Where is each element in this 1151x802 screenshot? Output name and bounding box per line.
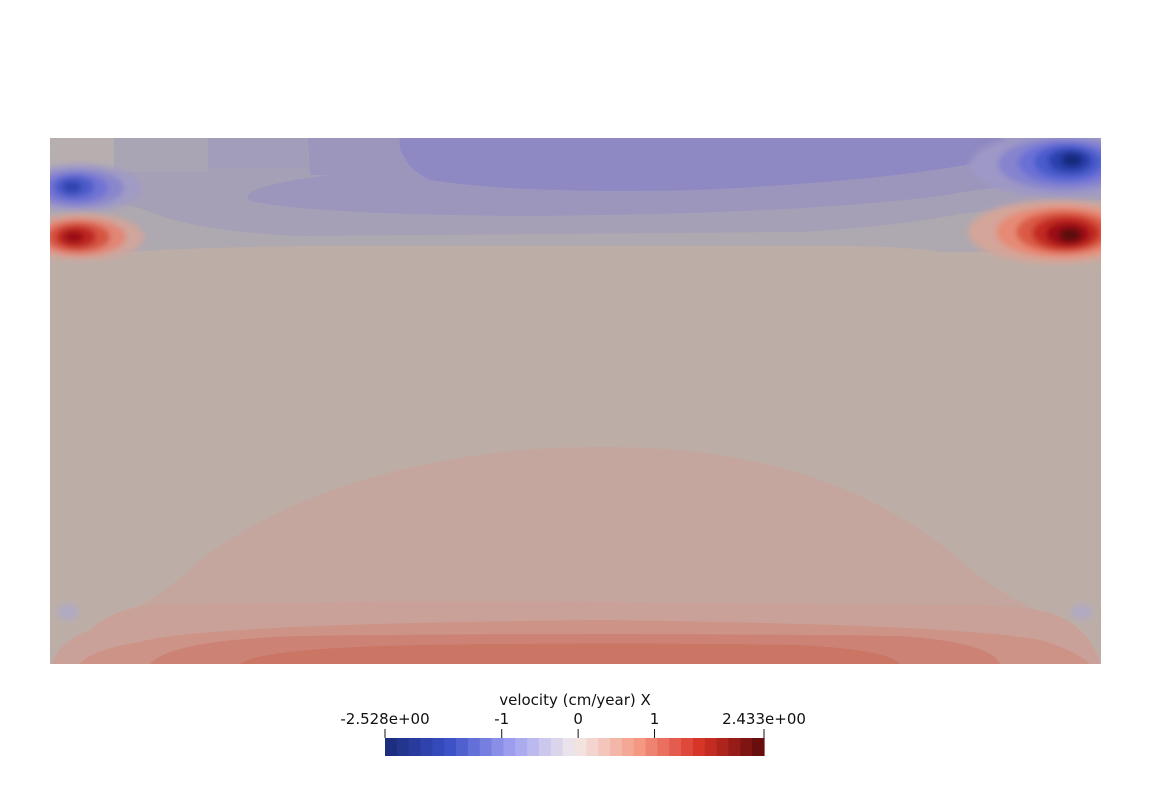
colorbar-swatch: [408, 738, 422, 756]
top-left-negative-vortex: [50, 164, 142, 212]
top-left-step-3: [208, 138, 308, 168]
colorbar-swatch: [752, 738, 765, 756]
colorbar-swatch: [728, 738, 741, 756]
top-right-negative-vortex: [970, 138, 1101, 197]
bottom-right-spot: [1071, 604, 1093, 620]
colorbar-swatch: [491, 738, 505, 756]
colorbar-tick-label: -1: [494, 710, 509, 728]
colorbar-swatch: [456, 738, 469, 756]
colorbar-swatch: [503, 738, 516, 756]
colorbar-swatch: [527, 738, 540, 756]
colorbar-swatch: [740, 738, 753, 756]
colorbar-swatch: [598, 738, 611, 756]
colorbar-tick-label: 1: [650, 710, 660, 728]
colorbar-swatch: [479, 738, 493, 756]
upper-band-core: [399, 138, 1013, 191]
colorbar-swatch: [385, 738, 398, 756]
colorbar-max-tick-label: 2.433e+00: [722, 710, 806, 728]
field-domain: [50, 138, 1101, 664]
bottom-left-spot: [57, 604, 79, 620]
colorbar: velocity (cm/year) X -2.528e+00 -1 0 1 2.433…: [340, 691, 806, 756]
colorbar-swatch: [681, 738, 694, 756]
colorbar-min-tick-label: -2.528e+00: [340, 710, 429, 728]
colorbar-swatch: [586, 738, 599, 756]
colorbar-swatch: [692, 738, 706, 756]
colorbar-swatch: [716, 738, 730, 756]
colorbar-ticks: -2.528e+00 -1 0 1 2.433e+00: [340, 710, 806, 738]
colorbar-title: velocity (cm/year) X: [499, 691, 651, 709]
colorbar-swatch: [621, 738, 635, 756]
bottom-band-4: [240, 643, 900, 664]
colorbar-swatch: [645, 738, 658, 756]
top-right-positive-vortex: [968, 200, 1101, 264]
colorbar-swatch: [704, 738, 718, 756]
colorbar-swatches: [385, 738, 765, 756]
colorbar-swatch: [562, 738, 576, 756]
colorbar-swatch: [420, 738, 433, 756]
colorbar-swatch: [610, 738, 623, 756]
colorbar-swatch: [657, 738, 670, 756]
colorbar-tick-label: 0: [573, 710, 583, 728]
top-left-positive-vortex: [50, 213, 144, 261]
colorbar-swatch: [538, 738, 552, 756]
colorbar-swatch: [515, 738, 528, 756]
colorbar-swatch: [467, 738, 481, 756]
colorbar-swatch: [432, 738, 445, 756]
colorbar-swatch: [633, 738, 647, 756]
colorbar-swatch: [669, 738, 682, 756]
colorbar-swatch: [396, 738, 410, 756]
colorbar-swatch: [444, 738, 457, 756]
top-left-step-2: [114, 138, 208, 172]
colorbar-swatch: [550, 738, 564, 756]
colorbar-swatch: [574, 738, 587, 756]
